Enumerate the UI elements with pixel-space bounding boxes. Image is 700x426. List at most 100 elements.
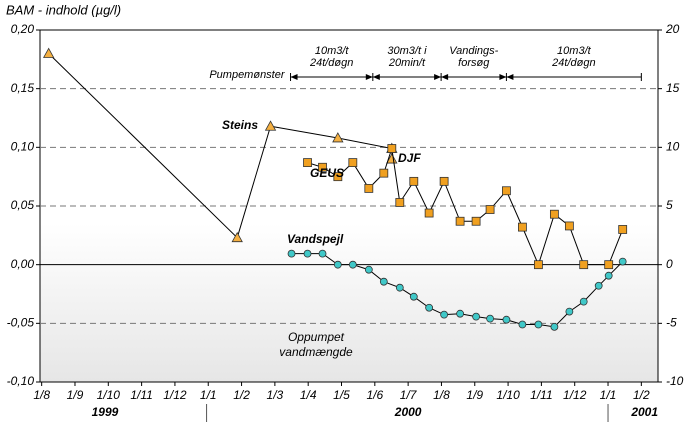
y-tick-label: 0,20 [11,22,35,36]
square-marker [395,198,405,207]
y2-tick-label: 0 [666,257,673,271]
square-marker [618,225,628,234]
y2-tick-label: 15 [666,81,680,95]
period-label: Vandings- [449,45,498,57]
x-tick-label: 1/12 [163,388,187,402]
x-tick-label: 1/9 [67,388,84,402]
square-marker [348,158,358,167]
circle-marker [379,277,388,286]
circle-marker [550,322,559,331]
year-label: 2000 [394,405,422,419]
x-tick-label: 1/9 [466,388,483,402]
year-label: 2001 [630,405,658,419]
y-tick-label: -0,10 [7,374,35,388]
x-tick-label: 1/10 [496,388,520,402]
square-marker [485,205,495,214]
x-tick-label: 1/7 [400,388,418,402]
square-marker [455,216,465,226]
x-tick-label: 1/4 [300,388,317,402]
triangle-marker [231,231,243,243]
x-tick-label: 1/6 [366,388,383,402]
annotation: vandmængde [279,345,353,359]
y2-tick-label: -10 [666,374,684,388]
circle-marker [440,310,449,319]
circle-marker [456,309,465,318]
triangle-marker [386,153,398,164]
period-arrow [365,74,380,80]
triangle-marker [264,120,277,131]
year-label: 1999 [92,405,119,419]
circle-marker [579,297,588,306]
period-label: 20min/t [388,57,426,69]
circle-marker [425,303,434,312]
circle-marker [618,257,627,266]
circle-marker [409,292,418,301]
x-tick-label: 1/8 [433,388,450,402]
period-arrow [499,74,514,80]
period-label: 24t/døgn [309,57,353,69]
y2-tick-label: 20 [665,22,680,36]
y-tick-label: -0,05 [7,316,35,330]
period-label: forsøg [458,57,490,69]
square-marker [604,260,614,270]
circle-marker [502,315,511,324]
square-marker [333,172,343,182]
square-marker [409,176,419,186]
circle-marker [518,320,527,329]
x-tick-label: 1/12 [563,388,587,402]
circle-marker [472,312,480,321]
triangle-marker [332,132,344,143]
period-arrow [434,74,449,80]
annotation: Pumpemønster [209,69,286,81]
x-tick-label: 1/3 [267,388,284,402]
x-tick-label: 1/8 [33,388,50,402]
period-label: 10m3/t [557,45,592,57]
y-tick-label: 0,15 [11,81,35,95]
series-label: Steins [222,118,258,132]
y2-tick-label: -5 [666,316,677,330]
square-marker [502,186,511,196]
square-marker [318,162,327,172]
circle-marker [364,265,373,274]
square-marker [533,260,543,270]
y-tick-label: 0,10 [11,140,35,154]
square-marker [387,144,397,153]
series-line [307,148,624,267]
circle-marker [604,271,613,280]
circle-marker [594,281,603,290]
square-marker [579,260,589,270]
square-marker [379,168,389,178]
square-marker [549,209,559,219]
period-label: 30m3/t i [387,45,427,57]
y-tick-label: 0,05 [11,198,35,212]
circle-marker [486,314,494,323]
circle-marker [565,307,574,316]
x-tick-label: 1/2 [633,388,650,402]
chart-title: BAM - indhold (µg/l) [6,2,121,17]
x-tick-label: 1/5 [333,388,350,402]
square-marker [564,221,574,231]
period-label: 24t/døgn [551,57,595,69]
square-marker [424,208,434,218]
y2-tick-label: 10 [666,140,680,154]
square-marker [439,176,449,186]
series-label: Vandspejl [287,232,344,246]
square-marker [364,183,374,193]
annotation: Oppumpet [288,330,345,344]
square-marker [518,222,527,232]
circle-marker [333,260,342,269]
y2-tick-label: 5 [666,198,673,212]
annotation: DJF [398,151,421,165]
x-tick-label: 1/11 [530,388,552,402]
x-tick-label: 1/11 [130,388,152,402]
circle-marker [348,260,357,269]
circle-marker [318,249,327,258]
y-tick-label: 0,00 [11,257,35,271]
square-marker [303,158,312,167]
x-tick-label: 1/2 [233,388,250,402]
circle-marker [534,320,543,329]
circle-marker [395,283,404,292]
period-arrow [290,74,298,80]
x-tick-label: 1/1 [600,388,617,402]
